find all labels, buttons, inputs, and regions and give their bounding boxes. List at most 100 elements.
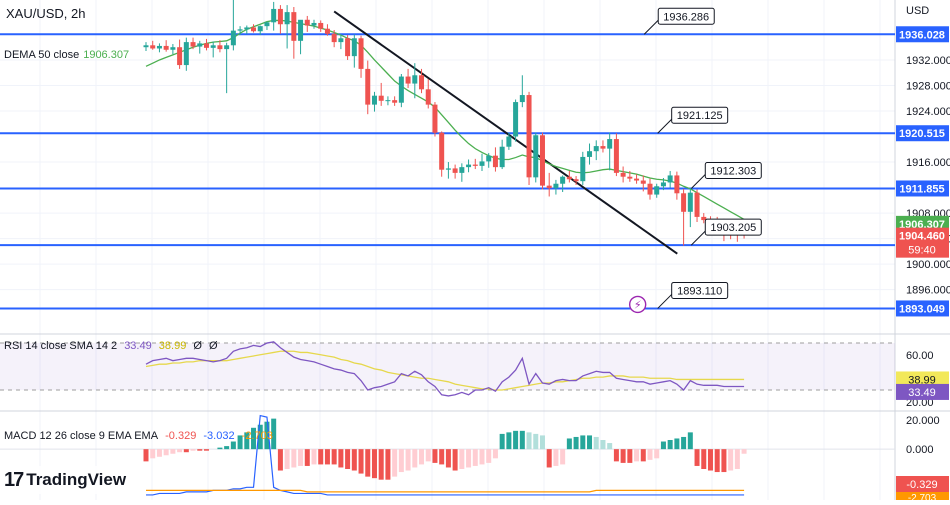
rsi-legend-label: RSI 14 close SMA 14 2 xyxy=(4,340,118,352)
level-price-badge xyxy=(896,26,949,43)
level-price-badge xyxy=(896,180,949,197)
macd-histogram-bar xyxy=(150,449,156,459)
macd-histogram-bar xyxy=(284,449,290,469)
candle-body xyxy=(687,192,693,212)
macd-histogram-bar xyxy=(277,449,283,471)
candle-body xyxy=(237,29,243,31)
macd-histogram-bar xyxy=(237,435,243,450)
macd-histogram-bar xyxy=(654,449,660,459)
tradingview-logo[interactable]: 17 TradingView xyxy=(4,466,131,494)
macd-histogram-bar xyxy=(553,449,559,466)
candle-countdown-text: 59:40 xyxy=(908,245,936,257)
candle-body xyxy=(203,43,209,48)
candle-body xyxy=(580,156,586,182)
macd-histogram-bar xyxy=(560,449,566,465)
macd-hist-badge xyxy=(896,476,949,492)
candle-body xyxy=(681,193,687,212)
macd-histogram-bar xyxy=(190,449,196,451)
price-tick-label: 1932.000 xyxy=(906,55,950,67)
macd-histogram-bar xyxy=(459,449,465,469)
candle-body xyxy=(318,22,324,29)
macd-histogram-bar xyxy=(587,435,593,450)
candle-body xyxy=(466,164,472,168)
candle-body xyxy=(156,45,162,49)
macd-legend[interactable]: MACD 12 26 close 9 EMA EMA -0.329 -3.032… xyxy=(4,430,277,442)
macd-histogram-bar xyxy=(513,430,519,450)
level-price-badge-text: 1911.855 xyxy=(899,183,944,195)
macd-histogram-bar xyxy=(244,432,250,450)
callout-label: 1912.303 xyxy=(710,165,756,177)
price-tick-label: 1924.000 xyxy=(906,106,950,118)
macd-histogram-bar xyxy=(466,449,472,468)
candle-body xyxy=(553,183,559,189)
candle-body xyxy=(701,216,707,221)
candle-body xyxy=(546,185,552,189)
candle-body xyxy=(264,22,270,27)
macd-hist-legend-value: -0.329 xyxy=(165,430,197,442)
tradingview-logo-icon: 17 xyxy=(4,468,24,491)
callout-label: 1936.286 xyxy=(663,11,709,23)
macd-histogram-bar xyxy=(291,449,297,468)
rsi-sma-line xyxy=(145,350,745,391)
macd-histogram-bar xyxy=(425,449,431,462)
macd-histogram-bar xyxy=(257,424,263,450)
macd-histogram-bar xyxy=(613,449,619,462)
macd-signal-line xyxy=(146,489,745,493)
level-price-badge-text: 1893.049 xyxy=(899,303,945,315)
candle-body xyxy=(392,100,398,103)
candle-body xyxy=(492,155,498,168)
candle-body xyxy=(452,168,458,173)
macd-histogram-bar xyxy=(640,449,646,462)
candle-body xyxy=(284,12,290,25)
candle-body xyxy=(539,135,545,186)
candle-body xyxy=(304,19,310,26)
rsi-sma-badge xyxy=(896,371,949,388)
macd-histogram-bar xyxy=(338,449,344,468)
macd-histogram-bar xyxy=(667,440,673,450)
macd-histogram-bar xyxy=(439,449,445,465)
candle-body xyxy=(654,186,660,195)
macd-histogram-bar xyxy=(311,449,317,465)
price-tick-label: 1896.000 xyxy=(906,285,950,297)
candle-body xyxy=(439,132,445,170)
candle-body xyxy=(365,68,371,105)
candle-body xyxy=(506,136,512,147)
macd-histogram-bar xyxy=(492,449,498,459)
rsi-legend[interactable]: RSI 14 close SMA 14 2 33.49 38.99 Ø Ø xyxy=(4,340,222,352)
macd-histogram-bar xyxy=(734,449,740,469)
candle-body xyxy=(607,139,613,149)
candle-body xyxy=(217,45,223,50)
candle-body xyxy=(398,76,404,103)
macd-signal-badge xyxy=(896,492,949,500)
candle-body xyxy=(634,178,640,181)
macd-signal-legend-value: -2.703 xyxy=(241,430,273,442)
macd-histogram-bar xyxy=(741,449,747,454)
candle-body xyxy=(459,167,465,173)
candle-body xyxy=(445,168,451,170)
callout-pointer xyxy=(657,294,673,309)
macd-histogram-bar xyxy=(378,449,384,480)
candle-body xyxy=(224,45,230,50)
candle-body xyxy=(338,38,344,43)
macd-histogram-bar xyxy=(445,449,451,468)
dema-legend[interactable]: DEMA 50 close 1906.307 xyxy=(4,49,133,61)
macd-histogram-bar xyxy=(472,449,478,466)
candle-body xyxy=(627,176,633,179)
macd-histogram-bar xyxy=(230,441,236,450)
dema-legend-value: 1906.307 xyxy=(83,49,130,61)
macd-histogram-bar xyxy=(304,449,310,466)
candle-body xyxy=(620,172,626,177)
macd-histogram-bar xyxy=(499,433,505,450)
candle-body xyxy=(170,47,176,50)
macd-histogram-bar xyxy=(593,436,599,450)
currency-label[interactable]: USD xyxy=(906,5,930,17)
candle-body xyxy=(244,27,250,30)
flash-alert-icon xyxy=(628,295,647,314)
macd-histogram-bar xyxy=(479,449,485,465)
macd-tick-label: 20.000 xyxy=(906,415,940,427)
candle-body xyxy=(324,28,330,34)
macd-histogram-bar xyxy=(318,449,324,465)
macd-histogram-bar xyxy=(620,449,626,463)
